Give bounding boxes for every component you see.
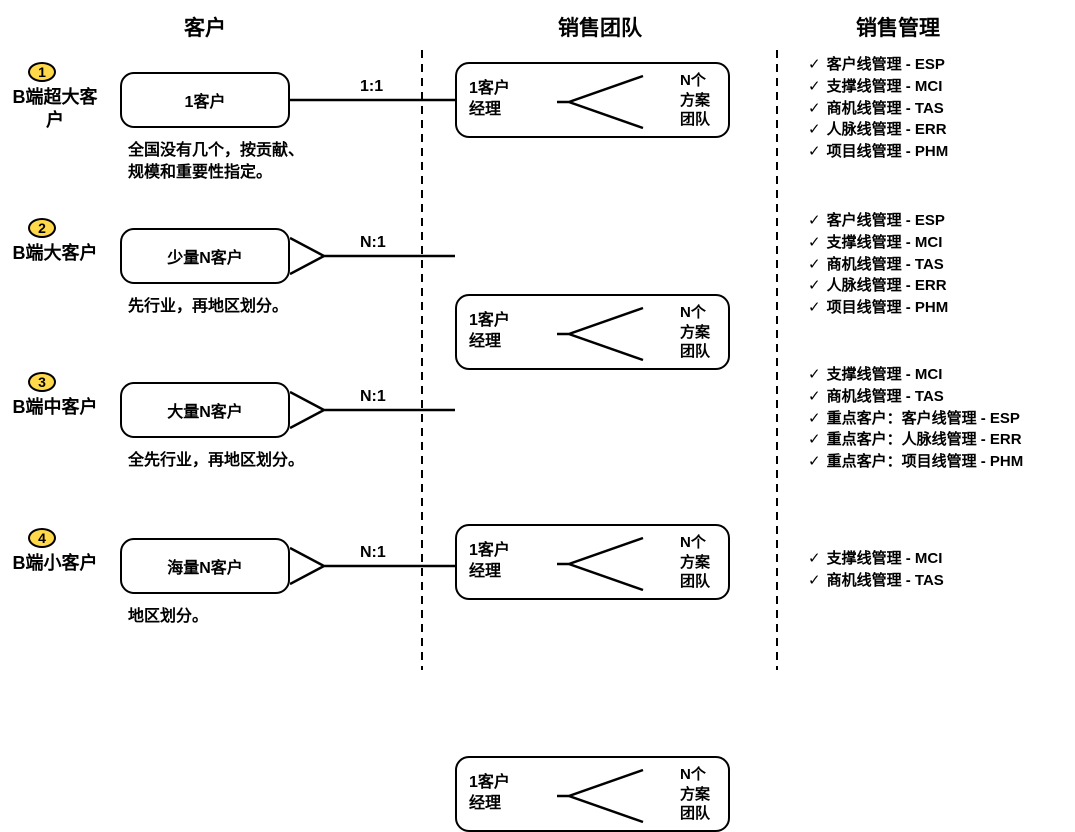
team-box: 1客户经理 N个方案团队 [455,62,730,138]
less-than-icon [557,72,647,132]
customer-box: 大量N客户 [120,382,290,438]
team-left-text: 1客户经理 [469,773,510,815]
row-badge: 2 [28,218,56,238]
row-badge: 4 [28,528,56,548]
team-left-text: 1客户经理 [469,311,510,353]
row-label: B端小客户 [10,552,100,575]
mgmt-item: 商机线管理 - TAS [808,570,944,592]
team-right-text: N个方案团队 [680,765,710,824]
column-header-customer: 客户 [150,12,260,42]
mgmt-item: 支撑线管理 - MCI [808,364,1023,386]
less-than-icon [557,534,647,594]
less-than-icon [557,766,647,826]
row-label: B端大客户 [10,242,100,265]
mgmt-item: 项目线管理 - PHM [808,141,948,163]
customer-note: 地区划分。 [128,606,208,628]
mgmt-item: 客户线管理 - ESP [808,210,948,232]
ratio-label: N:1 [360,544,386,562]
mgmt-item: 人脉线管理 - ERR [808,119,948,141]
mgmt-list: 客户线管理 - ESP支撑线管理 - MCI商机线管理 - TAS人脉线管理 -… [808,210,948,319]
column-header-sales-team: 销售团队 [540,12,660,42]
team-box: 1客户经理 N个方案团队 [455,294,730,370]
mgmt-item: 商机线管理 - TAS [808,98,948,120]
mgmt-item: 项目线管理 - PHM [808,297,948,319]
mgmt-item: 重点客户：人脉线管理 - ERR [808,429,1023,451]
team-right-text: N个方案团队 [680,303,710,362]
mgmt-item: 人脉线管理 - ERR [808,275,948,297]
customer-note: 先行业，再地区划分。 [128,296,288,318]
mgmt-item: 重点客户：项目线管理 - PHM [808,451,1023,473]
customer-box: 海量N客户 [120,538,290,594]
mgmt-item: 重点客户：客户线管理 - ESP [808,408,1023,430]
team-right-text: N个方案团队 [680,71,710,130]
team-box: 1客户经理 N个方案团队 [455,524,730,600]
customer-box: 少量N客户 [120,228,290,284]
ratio-label: N:1 [360,388,386,406]
team-box: 1客户经理 N个方案团队 [455,756,730,832]
mgmt-item: 支撑线管理 - MCI [808,76,948,98]
mgmt-item: 商机线管理 - TAS [808,386,1023,408]
team-left-text: 1客户经理 [469,541,510,583]
customer-note: 全先行业，再地区划分。 [128,450,304,472]
team-right-text: N个方案团队 [680,533,710,592]
customer-note: 全国没有几个，按贡献、规模和重要性指定。 [128,140,304,183]
less-than-icon [557,304,647,364]
mgmt-item: 支撑线管理 - MCI [808,232,948,254]
ratio-label: 1:1 [360,78,383,96]
mgmt-list: 支撑线管理 - MCI商机线管理 - TAS重点客户：客户线管理 - ESP重点… [808,364,1023,473]
mgmt-list: 支撑线管理 - MCI商机线管理 - TAS [808,548,944,592]
mgmt-item: 客户线管理 - ESP [808,54,948,76]
ratio-label: N:1 [360,234,386,252]
row-badge: 3 [28,372,56,392]
mgmt-list: 客户线管理 - ESP支撑线管理 - MCI商机线管理 - TAS人脉线管理 -… [808,54,948,163]
row-label: B端超大客户 [10,86,100,131]
team-left-text: 1客户经理 [469,79,510,121]
divider-2 [775,50,779,670]
mgmt-item: 支撑线管理 - MCI [808,548,944,570]
row-badge: 1 [28,62,56,82]
row-label: B端中客户 [10,396,100,419]
column-header-sales-mgmt: 销售管理 [838,12,958,42]
customer-box: 1客户 [120,72,290,128]
mgmt-item: 商机线管理 - TAS [808,254,948,276]
